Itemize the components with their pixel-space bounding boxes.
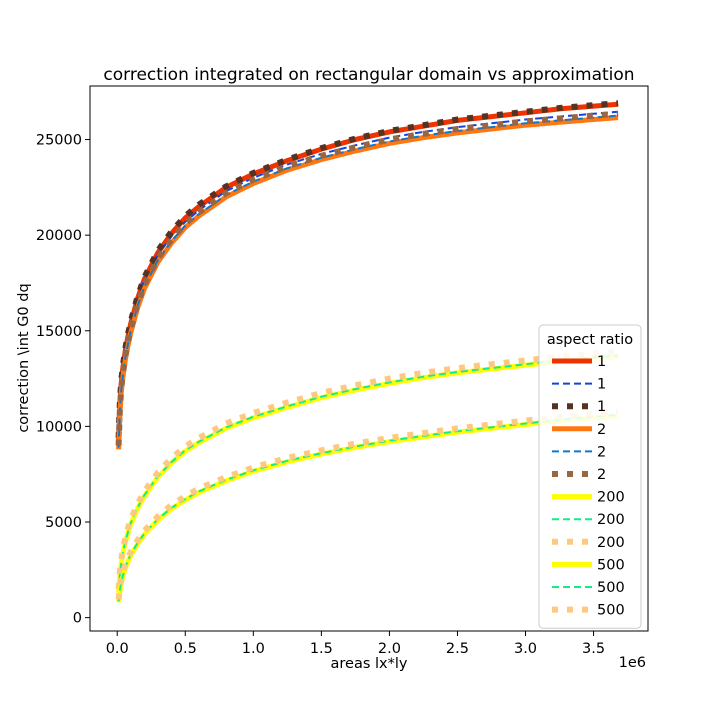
x-tick-label: 1.0 — [242, 641, 265, 657]
y-tick-label: 15000 — [36, 324, 82, 340]
x-tick-label: 2.0 — [378, 641, 401, 657]
series-line-5 — [115, 110, 619, 446]
y-axis: 0 5000 10000 15000 20000 25000 — [36, 133, 90, 627]
y-tick-label: 0 — [73, 611, 82, 627]
x-tick-label: 3.5 — [582, 641, 605, 657]
legend-label: 200 — [597, 535, 625, 551]
x-tick-label: 3.0 — [514, 641, 537, 657]
y-tick-label: 10000 — [36, 419, 82, 435]
legend-label: 500 — [597, 557, 625, 573]
legend-box — [538, 324, 642, 629]
legend-label: 1 — [597, 377, 606, 393]
legend-label: 1 — [597, 354, 606, 370]
legend-label: 200 — [597, 490, 625, 506]
legend-label: 2 — [597, 467, 606, 483]
y-axis-label: correction \int G0 dq — [16, 283, 32, 432]
x-tick-label: 0.0 — [106, 641, 129, 657]
legend-title: aspect ratio — [547, 332, 633, 348]
legend-label: 500 — [597, 603, 625, 619]
chart-title: correction integrated on rectangular dom… — [103, 65, 634, 85]
y-tick-label: 20000 — [36, 228, 82, 244]
y-tick-label: 5000 — [45, 515, 82, 531]
legend-label: 200 — [597, 512, 625, 528]
plot-frame — [89, 85, 649, 632]
x-tick-label: 1.5 — [310, 641, 333, 657]
legend-label: 2 — [597, 444, 606, 460]
legend-label: 2 — [597, 422, 606, 438]
x-axis: 0.0 0.5 1.0 1.5 2.0 2.5 3.0 3.5 — [106, 631, 605, 657]
legend-label: 1 — [597, 399, 606, 415]
plot-lines — [115, 100, 619, 603]
x-axis-label: areas lx*ly — [331, 656, 408, 672]
legend-label: 500 — [597, 580, 625, 596]
legend: aspect ratio 1 1 1 2 2 2 200 200 200 500 500 500 — [538, 324, 642, 629]
x-tick-label: 2.5 — [446, 641, 469, 657]
series-line-11 — [115, 409, 619, 600]
series-line-7 — [117, 354, 619, 592]
x-tick-label: 0.5 — [174, 641, 197, 657]
x-offset-text: 1e6 — [619, 655, 646, 671]
y-tick-label: 25000 — [36, 133, 82, 149]
